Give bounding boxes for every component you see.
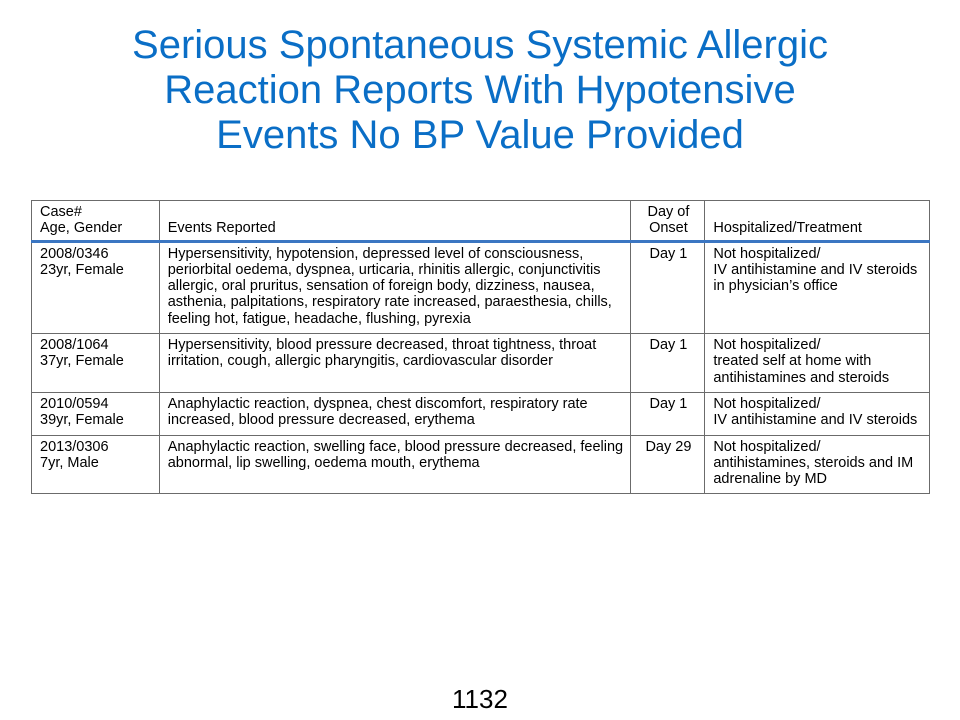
case-number: 2010/0594 [40,395,109,412]
cell-hospitalized-treatment: Not hospitalized/ IV antihistamine and I… [704,391,930,436]
cell-case: 2008/1064 37yr, Female [31,333,160,393]
slide-title-line-2: Reaction Reports With Hypotensive [164,68,796,112]
header-events-reported: Events Reported [158,200,631,243]
hospitalized-status: Not hospitalized/ [713,337,821,354]
age-gender: 37yr, Female [40,353,124,370]
cell-events: Hypersensitivity, hypotension, depressed… [158,240,631,335]
treatment-detail: IV antihistamine and IV steroids [713,412,918,429]
cell-hospitalized-treatment: Not hospitalized/ antihistamines, steroi… [704,434,930,495]
case-reports-table: Case# Age, Gender Events Reported Day of… [31,200,930,495]
age-gender: 7yr, Male [40,454,99,471]
hospitalized-status: Not hospitalized/ [713,438,821,455]
header-hospitalized-treatment: Hospitalized/Treatment [704,200,930,243]
case-number: 2008/1064 [40,337,109,354]
cell-day-of-onset: Day 1 [629,333,706,393]
table-row: 2013/0306 7yr, Male Anaphylactic reactio… [31,434,930,495]
cell-events: Anaphylactic reaction, dyspnea, chest di… [158,391,631,436]
slide-title: Serious Spontaneous Systemic Allergic Re… [20,23,940,158]
table-row: 2008/0346 23yr, Female Hypersensitivity,… [31,240,930,335]
cell-day-of-onset: Day 1 [629,240,706,335]
cell-events: Anaphylactic reaction, swelling face, bl… [158,434,631,495]
treatment-detail: antihistamines, steroids and IM adrenali… [713,454,914,488]
treatment-detail: treated self at home with antihistamines… [713,353,890,386]
case-number: 2013/0306 [40,438,109,455]
age-gender: 23yr, Female [40,261,124,278]
hospitalized-status: Not hospitalized/ [713,395,821,412]
cell-case: 2008/0346 23yr, Female [31,240,160,335]
case-number: 2008/0346 [40,245,109,262]
cell-day-of-onset: Day 1 [629,391,706,436]
hospitalized-status: Not hospitalized/ [713,245,821,262]
treatment-detail: IV antihistamine and IV steroids in phys… [713,261,918,295]
table-row: 2010/0594 39yr, Female Anaphylactic reac… [31,391,930,436]
cell-case: 2013/0306 7yr, Male [31,434,160,495]
cell-events: Hypersensitivity, blood pressure decreas… [158,333,631,393]
header-day-of-onset: Day of Onset [629,200,706,243]
table-header-row: Case# Age, Gender Events Reported Day of… [31,200,930,243]
slide-title-line-1: Serious Spontaneous Systemic Allergic [132,23,828,67]
header-case-line-2: Age, Gender [40,220,123,237]
cell-day-of-onset: Day 29 [629,434,706,495]
header-day-line-2: Onset [649,220,688,237]
age-gender: 39yr, Female [40,412,124,429]
cell-hospitalized-treatment: Not hospitalized/ treated self at home w… [704,333,930,393]
header-case-line-1: Case# [40,204,82,220]
slide-title-line-3: Events No BP Value Provided [216,113,744,157]
header-case-age-gender: Case# Age, Gender [31,200,160,243]
slide-number: 1132 [452,684,508,714]
table-row: 2008/1064 37yr, Female Hypersensitivity,… [31,333,930,393]
cell-hospitalized-treatment: Not hospitalized/ IV antihistamine and I… [704,240,930,335]
cell-case: 2010/0594 39yr, Female [31,391,160,436]
header-day-line-1: Day of [647,204,690,220]
